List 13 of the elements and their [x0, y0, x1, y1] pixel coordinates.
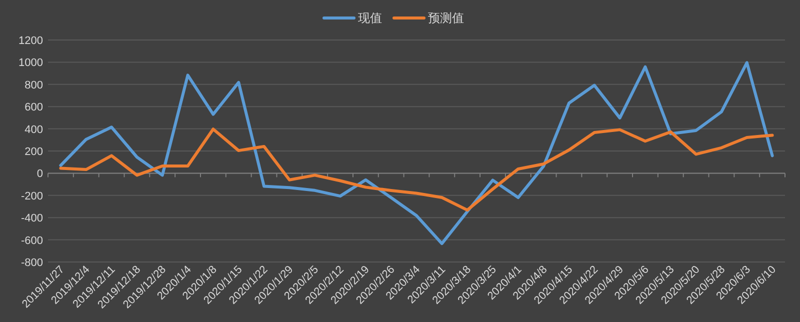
y-tick-label: -400 [20, 212, 43, 225]
y-tick-label: 600 [24, 102, 43, 114]
y-tick-label: -200 [20, 190, 43, 202]
y-tick-label: 800 [24, 79, 43, 92]
y-tick-label: 1200 [18, 35, 43, 47]
y-tick-label: 400 [24, 124, 43, 136]
y-tick-label: -800 [20, 257, 43, 269]
y-tick-label: 200 [24, 146, 43, 158]
legend-label: 现值 [358, 11, 382, 25]
y-tick-label: 1000 [18, 57, 43, 70]
y-tick-label: -600 [20, 234, 43, 247]
y-tick-label: 0 [36, 168, 43, 180]
legend-label: 预测值 [428, 11, 464, 25]
